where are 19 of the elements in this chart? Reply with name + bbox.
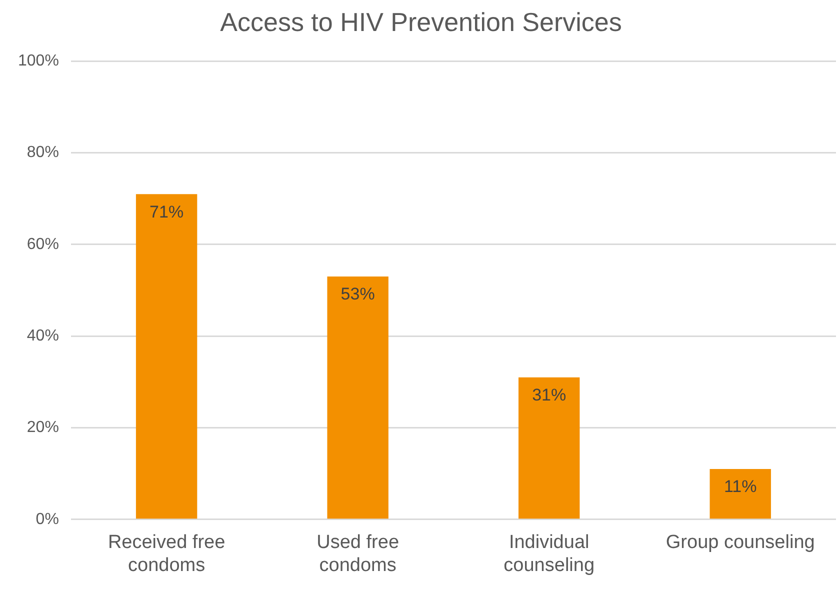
x-tick-label: Received free condoms	[108, 532, 226, 576]
y-tick-label: 20%	[26, 419, 59, 436]
data-label: 71%	[150, 202, 184, 222]
y-tick-label: 60%	[26, 236, 59, 253]
x-tick-label: Group counseling	[666, 532, 815, 554]
bar	[327, 276, 388, 519]
y-tick-label: 40%	[26, 328, 59, 345]
bar	[518, 377, 580, 519]
y-tick-label: 100%	[18, 52, 59, 70]
y-tick-label: 80%	[26, 144, 59, 162]
x-tick-label: Used free condoms	[316, 532, 400, 576]
data-label: 53%	[340, 284, 375, 304]
chart-title: Access to HIV Prevention Services	[220, 6, 622, 37]
x-tick-label: Individual counseling	[504, 532, 595, 576]
data-label: 11%	[724, 477, 757, 496]
bar	[710, 469, 771, 519]
bar	[136, 194, 198, 519]
data-label: 31%	[532, 386, 566, 405]
y-tick-label: 0%	[36, 510, 59, 528]
